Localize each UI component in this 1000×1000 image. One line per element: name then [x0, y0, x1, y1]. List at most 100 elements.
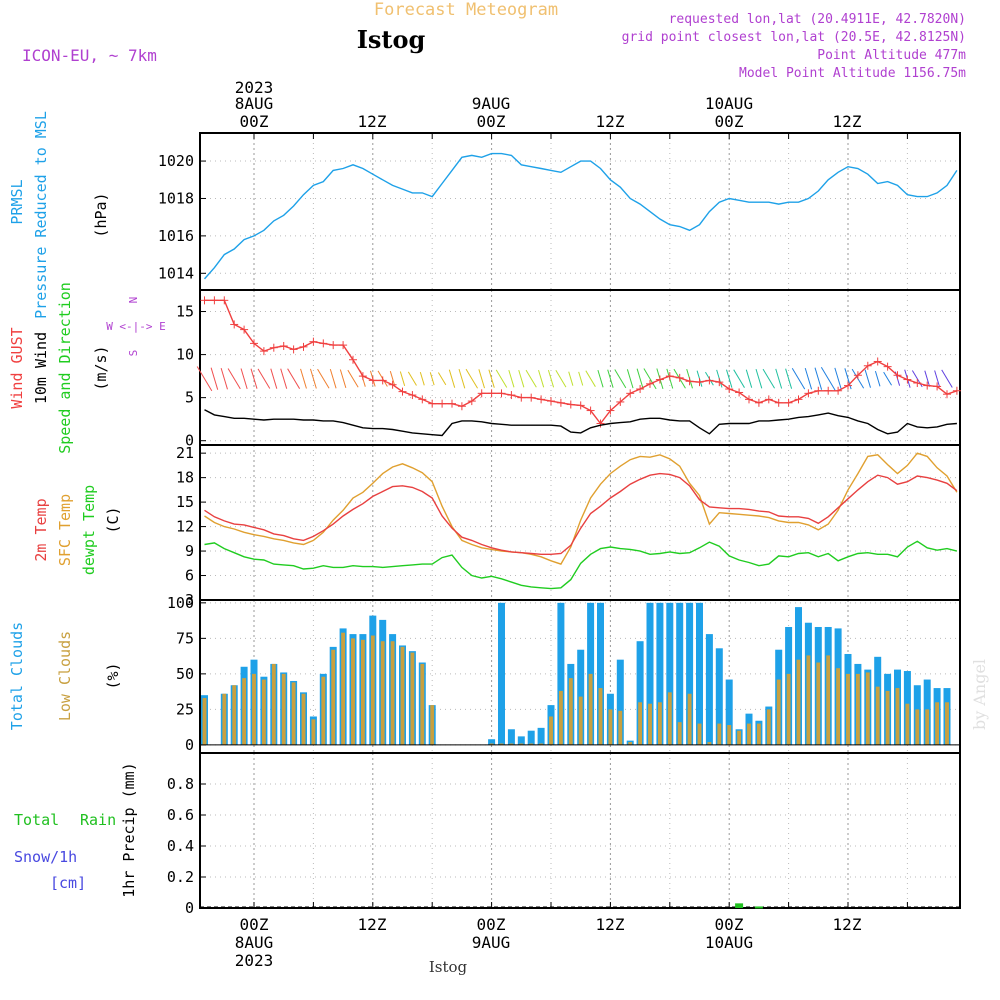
wind-direction-arrow [399, 371, 406, 387]
y-tick-label: 0.4 [167, 837, 194, 855]
t2m-line [204, 472, 958, 555]
low-cloud-bar [311, 719, 316, 745]
wind-direction-arrow [804, 367, 813, 390]
wind-direction-arrow [814, 367, 823, 390]
low-cloud-bar [242, 678, 247, 745]
dewpt-line [204, 540, 958, 590]
low-cloud-bar [549, 716, 553, 745]
y-tick-label: 12 [176, 518, 194, 536]
low-cloud-bar [331, 649, 336, 745]
low-cloud-bar [281, 673, 286, 745]
low-cloud-bar [271, 663, 276, 745]
low-cloud-bar [529, 743, 534, 745]
low-cloud-bar [895, 688, 900, 745]
wind-direction-arrow [300, 368, 307, 389]
low-cloud-bar [855, 673, 860, 745]
wind-direction-arrow [607, 369, 614, 388]
pressure-title-2: Pressure Reduced to MSL [32, 111, 50, 319]
y-tick-label: 6 [185, 567, 194, 585]
panel-frame [199, 289, 961, 446]
temp-title-2: SFC Temp [56, 494, 74, 566]
total-cloud-bar [666, 602, 674, 745]
compass-north: N [127, 297, 140, 304]
credit-watermark: by Angel [970, 659, 989, 730]
low-cloud-bar [747, 723, 751, 745]
low-cloud-bar [519, 743, 524, 745]
low-cloud-bar [677, 722, 682, 745]
low-cloud-bar [202, 698, 207, 745]
wind-direction-arrow [941, 369, 953, 388]
total-cloud-bar [616, 659, 624, 745]
precip-title: 1hr Precip (mm) [120, 762, 138, 897]
low-cloud-bar [875, 686, 880, 745]
wind-direction-arrow [347, 369, 359, 388]
sfc-temp-line [204, 452, 958, 565]
low-cloud-bar [420, 663, 425, 745]
low-cloud-bar [657, 702, 662, 745]
temp-unit: (C) [104, 506, 122, 533]
wind-direction-arrow [626, 369, 634, 389]
top-day-label-1: 8AUG [235, 94, 274, 113]
low-cloud-bar [400, 646, 405, 745]
low-cloud-bar [756, 723, 761, 745]
wind-direction-arrow [339, 369, 347, 389]
top-tick-label-6: 12Z [833, 112, 862, 131]
wind-speed-line [204, 409, 957, 437]
low-cloud-bar [727, 725, 732, 745]
compass-east-west: W <-|-> E [106, 320, 166, 333]
total-cloud-bar [656, 602, 664, 745]
y-tick-label: 0 [185, 432, 194, 450]
wind-direction-arrow [389, 370, 396, 387]
low-cloud-bar [816, 662, 821, 745]
wind-direction-arrow [407, 371, 417, 386]
wind-direction-arrow [227, 368, 241, 390]
low-cloud-bar [252, 673, 256, 745]
clouds-title-2: Low Clouds [56, 631, 74, 721]
rain-bar [754, 906, 763, 909]
low-cloud-bar [301, 693, 306, 745]
rain-bar [735, 903, 744, 908]
grid-point-coords: grid point closest lon,lat (20.5E, 42.81… [622, 30, 966, 45]
top-day-label-3: 10AUG [705, 94, 753, 113]
point-altitude: Point Altitude 477m [817, 48, 966, 63]
low-cloud-bar [360, 639, 365, 745]
wind-direction-arrow [820, 367, 836, 391]
footer-station: Istog [429, 958, 468, 976]
total-cloud-bar [498, 602, 505, 745]
low-cloud-bar [618, 710, 623, 745]
top-tick-label-5: 00Z [715, 112, 744, 131]
total-cloud-bar [676, 602, 684, 745]
wind-direction-arrow [636, 368, 644, 389]
y-tick-label: 1014 [158, 264, 194, 282]
total-cloud-bar [696, 602, 703, 745]
low-cloud-bar [806, 655, 811, 745]
low-cloud-bar [925, 709, 930, 745]
wind-direction-arrow [755, 368, 763, 389]
total-cloud-bar [597, 602, 604, 745]
low-cloud-bar [945, 702, 949, 745]
y-tick-label: 0.8 [167, 775, 194, 793]
y-tick-label: 0 [185, 899, 194, 917]
total-cloud-bar [527, 730, 535, 745]
low-cloud-bar [697, 723, 702, 745]
pressure-unit: (hPa) [92, 192, 110, 237]
low-cloud-bar [836, 668, 841, 745]
low-cloud-bar [291, 682, 296, 745]
y-tick-label: 1020 [158, 152, 194, 170]
low-cloud-bar [261, 679, 266, 745]
panel-frame [199, 132, 961, 291]
y-tick-label: 50 [176, 665, 194, 683]
y-tick-label: 5 [185, 389, 194, 407]
bottom-year-label: 2023 [235, 951, 274, 970]
wind-direction-arrow [437, 372, 447, 386]
total-cloud-bar [705, 634, 713, 745]
precip-legend-rain: Rain [80, 811, 116, 829]
wind-direction-arrow [726, 369, 733, 388]
y-tick-label: 0.6 [167, 806, 194, 824]
low-cloud-bar [905, 703, 910, 745]
plot-layer: 1014101610181020051015369121518210255075… [158, 132, 961, 917]
low-cloud-bar [737, 730, 742, 745]
bottom-day-label-1: 8AUG [235, 933, 274, 952]
total-cloud-bar [686, 602, 694, 745]
